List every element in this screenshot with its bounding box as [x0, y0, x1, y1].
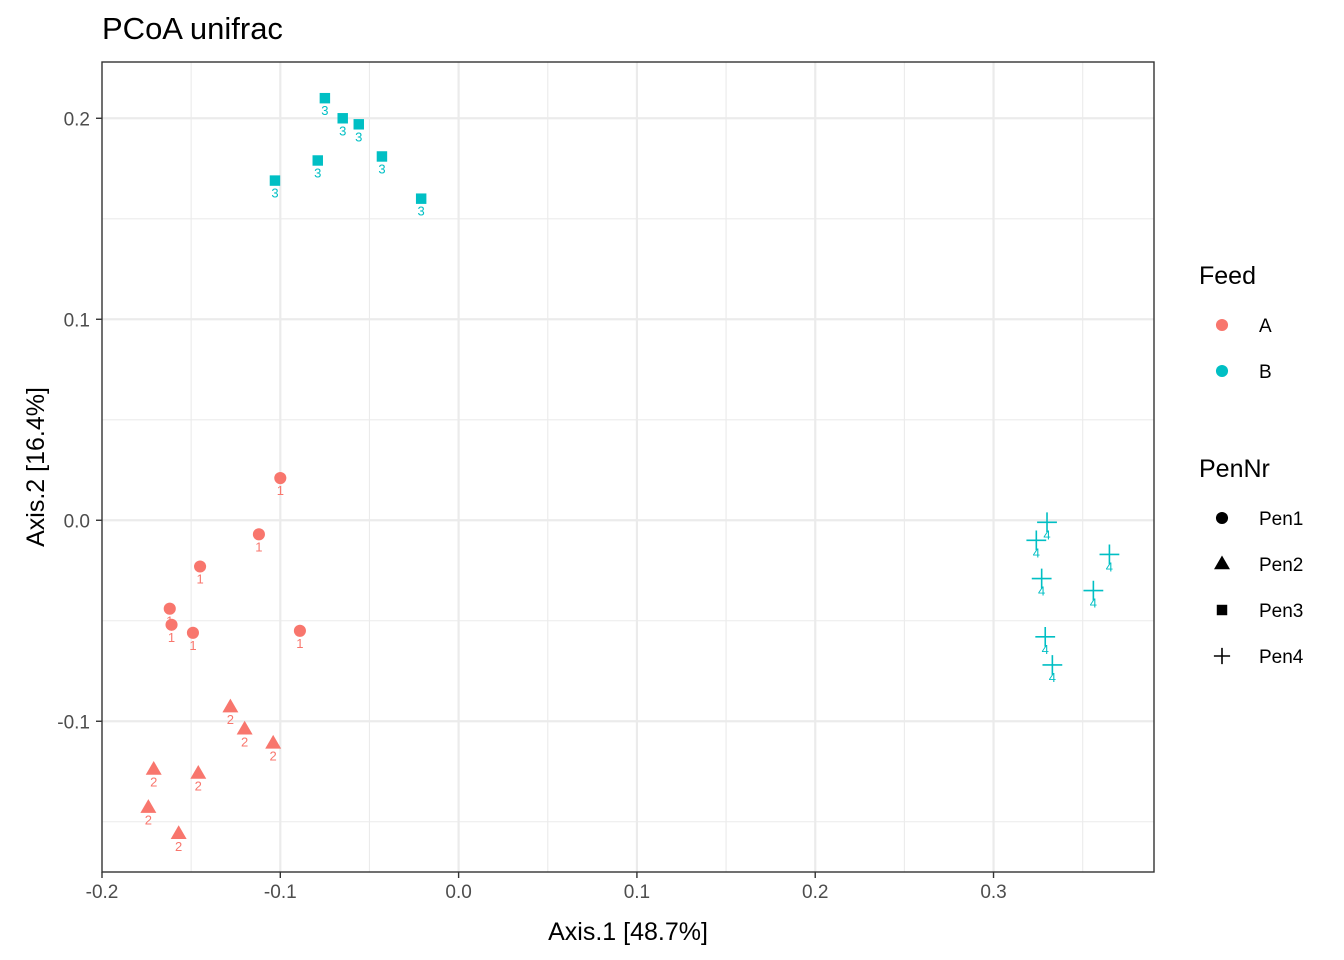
y-axis-title: Axis.2 [16.4%] — [22, 387, 50, 547]
data-points: 1111111222222233333334444444 — [140, 92, 1120, 854]
series-pen3: 33 33 333 — [269, 92, 427, 219]
data-point-label: 1 — [196, 571, 203, 586]
data-point — [319, 92, 331, 104]
data-point — [312, 155, 323, 166]
data-point-label: 4 — [1090, 596, 1097, 611]
data-point — [186, 626, 199, 639]
data-point — [265, 734, 282, 749]
data-point-label: 2 — [195, 779, 202, 794]
grid-minor — [102, 62, 1154, 872]
data-point — [252, 528, 265, 541]
legend-key — [1214, 555, 1230, 570]
data-point-label: 4 — [1042, 642, 1049, 657]
data-point — [163, 602, 176, 615]
series-pen1: 1111111 — [163, 472, 306, 653]
data-point-label: 4 — [1049, 670, 1056, 685]
legend-label: Pen4 — [1259, 647, 1304, 668]
data-point — [1099, 544, 1120, 565]
data-point — [415, 193, 427, 204]
legend-key — [1216, 604, 1228, 616]
data-point-label: 4 — [1043, 527, 1050, 542]
data-point-label: 4 — [1033, 545, 1040, 560]
legend-key — [1215, 511, 1229, 525]
x-tick-label: 0.1 — [624, 882, 650, 903]
grid-major — [102, 62, 1154, 872]
data-point-label: 4 — [1106, 559, 1113, 574]
legend-pennr: PenNr Pen1 Pen2 Pen3 Pen4 — [1199, 455, 1304, 668]
data-point-label: 3 — [321, 103, 328, 118]
data-point-label: 3 — [339, 123, 346, 138]
data-point-label: 2 — [227, 712, 234, 727]
data-point — [170, 825, 187, 840]
data-point — [190, 764, 207, 779]
y-tick-label: 0.2 — [64, 109, 90, 130]
data-point-label: 1 — [189, 638, 196, 653]
data-point-label: 3 — [355, 129, 362, 144]
y-tick-label: 0.0 — [64, 511, 90, 532]
data-point — [376, 151, 388, 162]
chart-title: PCoA unifrac — [102, 11, 283, 46]
plot-border — [101, 61, 1155, 873]
legend-title: Feed — [1199, 262, 1256, 290]
data-point — [1035, 626, 1056, 647]
legend-label: Pen2 — [1259, 555, 1303, 576]
legend-label: A — [1259, 316, 1272, 337]
data-point-label: 1 — [168, 630, 175, 645]
legend-title: PenNr — [1199, 455, 1270, 483]
legend-label: B — [1259, 362, 1272, 383]
legend-key — [1215, 318, 1229, 332]
plot-panel: 1111111222222233333334444444 — [101, 61, 1155, 873]
data-point — [145, 760, 162, 775]
legend-label: Pen3 — [1259, 601, 1303, 622]
legend-feed: Feed A B — [1199, 262, 1272, 383]
x-tick-label: 0.3 — [980, 882, 1006, 903]
x-axis-title: Axis.1 [48.7%] — [548, 918, 708, 946]
data-point-label: 1 — [296, 636, 303, 651]
data-point — [1042, 655, 1063, 675]
data-point-label: 2 — [150, 774, 157, 789]
legend-key — [1215, 364, 1229, 378]
x-axis: -0.2 -0.1 0.0 0.1 0.2 0.3 — [86, 872, 1007, 903]
data-point — [353, 119, 364, 130]
x-tick-label: -0.2 — [86, 882, 119, 903]
data-point — [140, 799, 157, 813]
plot-background — [102, 62, 1154, 872]
data-point — [222, 698, 239, 713]
data-point-label: 1 — [277, 483, 284, 498]
data-point — [337, 113, 348, 124]
data-point — [1026, 530, 1047, 551]
y-tick-label: 0.1 — [64, 310, 90, 331]
data-point-label: 2 — [270, 748, 277, 763]
data-point-label: 3 — [418, 204, 425, 219]
legend-key — [1213, 647, 1231, 665]
data-point-label: 3 — [271, 186, 278, 201]
data-point-label: 2 — [175, 839, 182, 854]
data-point-label: 2 — [145, 813, 152, 828]
data-point-label: 4 — [1038, 584, 1045, 599]
data-point — [165, 618, 178, 631]
data-point — [1083, 580, 1104, 601]
x-tick-label: -0.1 — [264, 882, 297, 903]
y-axis: -0.1 0.0 0.1 0.2 — [57, 109, 102, 733]
data-point-label: 3 — [314, 165, 321, 180]
data-point — [1037, 512, 1057, 533]
data-point — [236, 720, 253, 735]
data-point-label: 1 — [255, 539, 262, 554]
y-tick-label: -0.1 — [57, 712, 90, 733]
legends: Feed A B PenNr Pen1 Pen2 Pen3 Pen4 — [1199, 262, 1304, 668]
x-tick-label: 0.0 — [445, 882, 471, 903]
data-point — [269, 175, 281, 186]
data-point — [293, 624, 306, 637]
data-point — [194, 560, 207, 573]
x-tick-label: 0.2 — [802, 882, 828, 903]
data-point — [1031, 568, 1052, 589]
data-point-label: 2 — [241, 734, 248, 749]
data-point — [274, 472, 287, 485]
data-point-label: 3 — [378, 161, 385, 176]
legend-label: Pen1 — [1259, 509, 1303, 530]
